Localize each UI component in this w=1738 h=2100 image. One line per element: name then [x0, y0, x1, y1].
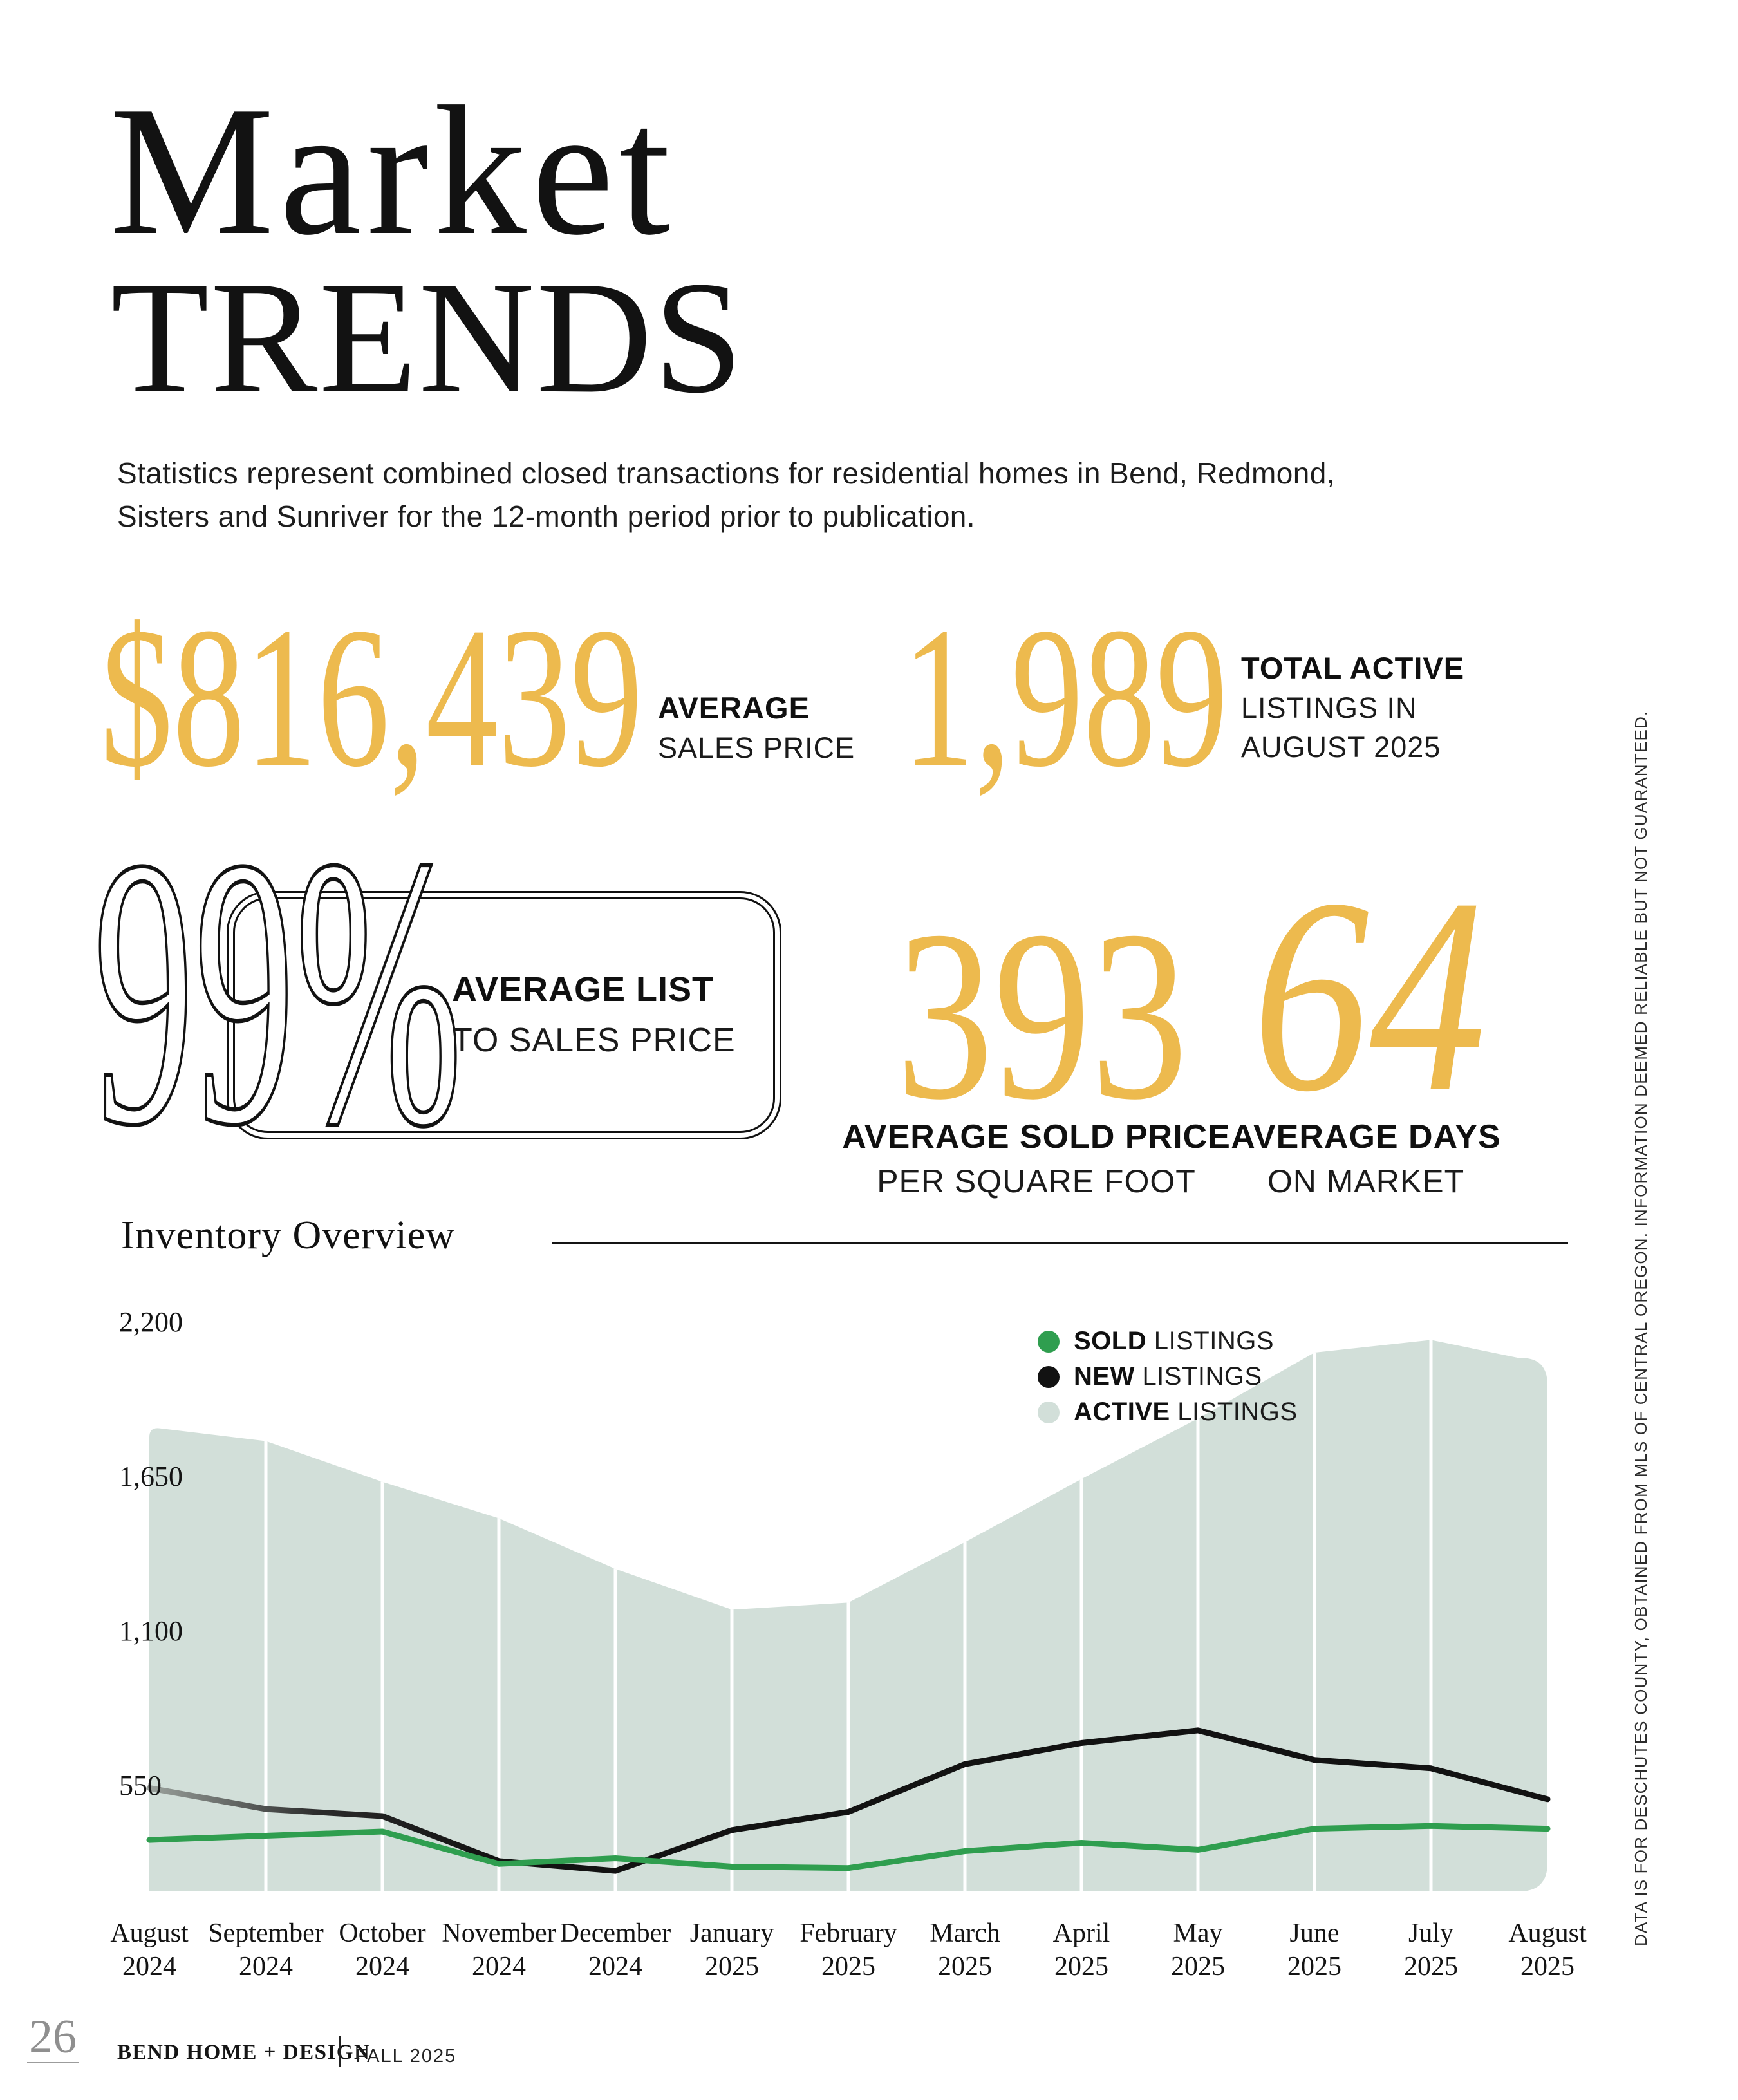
stat-price-per-sqft-label-line2: PER SQUARE FOOT [877, 1163, 1196, 1199]
x-axis-year-label: 2024 [588, 1952, 642, 1982]
x-axis-month-label: February [799, 1918, 897, 1948]
stat-list-to-sales-value: 99% [93, 827, 462, 1168]
stat-days-on-market-label: AVERAGE DAYS ON MARKET [1231, 1120, 1500, 1208]
x-axis-month-label: March [930, 1918, 1000, 1948]
x-axis-month-label: August [110, 1918, 189, 1948]
footer-divider [339, 2036, 341, 2067]
inventory-overview-title: Inventory Overview [121, 1214, 455, 1257]
page-subtitle: Statistics represent combined closed tra… [117, 452, 1335, 538]
legend-dot-sold [1038, 1330, 1060, 1353]
stat-list-to-sales-label-line1: AVERAGE LIST [452, 970, 715, 1009]
x-axis-month-label: May [1173, 1918, 1223, 1948]
x-axis-year-label: 2025 [938, 1952, 992, 1982]
stat-list-to-sales-label: AVERAGE LIST TO SALES PRICE [452, 970, 736, 1060]
stat-list-to-sales-value-graphic: 99% [92, 827, 464, 1168]
new-listings-line [146, 1727, 1551, 1874]
legend-label-sold: SOLD LISTINGS [1074, 1327, 1274, 1355]
stat-days-on-market-label-line1: AVERAGE DAYS [1231, 1118, 1501, 1156]
x-axis-year-label: 2025 [1520, 1952, 1574, 1982]
stat-days-on-market-value: 64 [1253, 841, 1486, 1149]
x-axis-month-label: January [690, 1918, 774, 1948]
x-axis-year-label: 2024 [239, 1952, 293, 1982]
stat-total-active-listings-label-line2: LISTINGS IN [1241, 691, 1417, 724]
x-axis-month-label: November [442, 1918, 556, 1948]
x-axis-year-label: 2025 [1287, 1952, 1341, 1982]
sidebar-data-note: DATA IS FOR DESCHUTES COUNTY, OBTAINED F… [1631, 710, 1650, 1946]
y-axis-tick-label: 1,100 [119, 1615, 183, 1647]
x-axis-month-label: June [1290, 1918, 1340, 1948]
y-axis-tick-label: 1,650 [119, 1461, 183, 1492]
x-axis-year-label: 2025 [1171, 1952, 1225, 1982]
x-axis-year-label: 2025 [1054, 1952, 1108, 1982]
x-axis-year-label: 2024 [122, 1952, 176, 1982]
page-subtitle-line1: Statistics represent combined closed tra… [117, 456, 1335, 490]
x-axis-year-label: 2024 [472, 1952, 526, 1982]
legend-item-active: ACTIVE LISTINGS [1038, 1394, 1298, 1430]
legend-item-new: NEW LISTINGS [1038, 1359, 1298, 1394]
stat-average-sales-price-label-line2: SALES PRICE [658, 731, 855, 764]
legend-label-new: NEW LISTINGS [1074, 1362, 1262, 1391]
chart-legend: SOLD LISTINGS NEW LISTINGS ACTIVE LISTINGS [1038, 1324, 1298, 1430]
x-axis-month-label: July [1408, 1918, 1453, 1948]
stat-price-per-sqft-value: 393 [896, 880, 1188, 1150]
y-axis-tick-label: 550 [119, 1770, 162, 1801]
inventory-overview-rule [552, 1242, 1568, 1244]
legend-item-sold: SOLD LISTINGS [1038, 1324, 1298, 1359]
stat-average-sales-price-label: AVERAGE SALES PRICE [658, 693, 855, 773]
footer-magazine-name: BEND HOME + DESIGN [117, 2041, 371, 2064]
page-subtitle-line2: Sisters and Sunriver for the 12-month pe… [117, 499, 975, 533]
page-title-line1: Market [109, 68, 676, 274]
footer-issue: FALL 2025 [355, 2046, 457, 2067]
inventory-chart: 2,200 1,650 1,100 550 August 2024 September 202… [110, 1306, 1587, 1982]
x-axis-month-label: October [339, 1918, 425, 1948]
stat-total-active-listings-label: TOTAL ACTIVE LISTINGS IN AUGUST 2025 [1241, 653, 1464, 772]
stat-price-per-sqft-label-line1: AVERAGE SOLD PRICE [842, 1118, 1231, 1156]
footer-page-number: 26 [27, 2012, 79, 2063]
x-axis-month-label: August [1508, 1918, 1587, 1948]
x-axis-year-label: 2025 [821, 1952, 875, 1982]
x-axis-year-label: 2025 [705, 1952, 759, 1982]
x-axis-year-label: 2025 [1404, 1952, 1458, 1982]
legend-label-active: ACTIVE LISTINGS [1074, 1398, 1298, 1426]
stat-total-active-listings-value: 1,989 [902, 586, 1228, 809]
stat-average-sales-price-label-line1: AVERAGE [658, 691, 810, 725]
legend-dot-new [1038, 1365, 1060, 1388]
page-title-line2: TRENDS [111, 248, 745, 427]
sold-listings-line [146, 1823, 1551, 1871]
stat-total-active-listings-label-line3: AUGUST 2025 [1241, 731, 1441, 764]
x-axis-year-label: 2024 [355, 1952, 409, 1982]
stat-average-sales-price-value: $816,439 [100, 586, 643, 809]
x-axis-month-label: December [560, 1918, 671, 1948]
x-axis-month-label: April [1053, 1918, 1110, 1948]
x-axis-month-label: September [208, 1918, 324, 1948]
stat-total-active-listings-label-line1: TOTAL ACTIVE [1241, 651, 1465, 685]
list-to-sales-badge-frame [227, 891, 781, 1139]
legend-dot-active [1038, 1401, 1060, 1423]
y-axis-tick-label: 2,200 [119, 1306, 183, 1338]
stat-days-on-market-label-line2: ON MARKET [1267, 1163, 1465, 1199]
stat-list-to-sales-label-line2: TO SALES PRICE [452, 1022, 736, 1059]
stat-price-per-sqft-label: AVERAGE SOLD PRICE PER SQUARE FOOT [842, 1120, 1231, 1208]
